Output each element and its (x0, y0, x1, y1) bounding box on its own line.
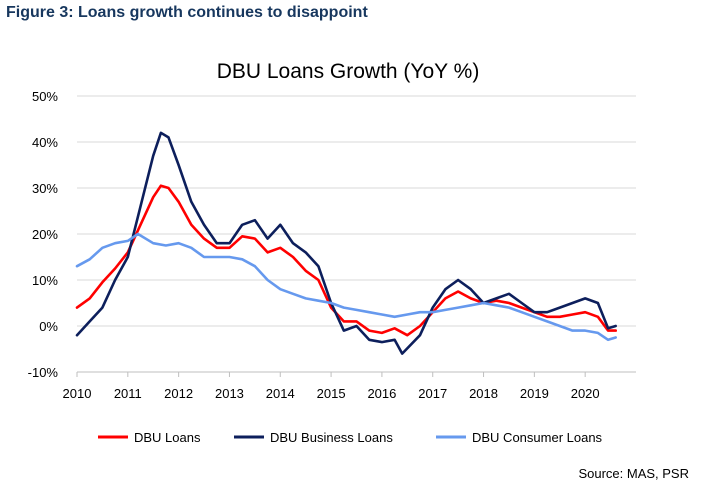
x-tick-label: 2011 (114, 386, 142, 401)
x-tick-label: 2015 (317, 386, 346, 401)
series-line (75, 131, 617, 355)
legend-label: DBU Loans (134, 430, 201, 445)
x-tick-label: 2020 (571, 386, 600, 401)
x-axis-labels: 2010 2011 2012 2013 2014 2015 2016 2017 2018 2019… (63, 386, 600, 401)
y-tick-label: 40% (32, 135, 58, 150)
x-tick-label: 2019 (520, 386, 549, 401)
y-tick-label: 20% (32, 227, 58, 242)
x-axis (76, 371, 636, 377)
legend-label: DBU Consumer Loans (472, 430, 603, 445)
legend: DBU Loans DBU Business Loans DBU Consumer … (98, 430, 603, 445)
y-tick-label: 30% (32, 181, 58, 196)
x-tick-label: 2014 (266, 386, 295, 401)
y-tick-label: 0% (39, 319, 58, 334)
series-group (75, 131, 617, 355)
source-note: Source: MAS, PSR (578, 466, 689, 481)
legend-label: DBU Business Loans (270, 430, 393, 445)
x-tick-label: 2010 (63, 386, 92, 401)
y-tick-label: 10% (32, 273, 58, 288)
chart-title: DBU Loans Growth (YoY %) (217, 60, 480, 83)
x-tick-label: 2018 (469, 386, 498, 401)
x-tick-label: 2016 (367, 386, 396, 401)
y-tick-label: -10% (28, 365, 59, 380)
figure-title: Figure 3: Loans growth continues to disa… (6, 4, 368, 21)
y-axis-labels: 50% 40% 30% 20% 10% 0% -10% (28, 89, 59, 380)
x-tick-label: 2012 (164, 386, 193, 401)
y-tick-label: 50% (32, 89, 58, 104)
x-tick-label: 2013 (215, 386, 244, 401)
grid-lines (77, 95, 636, 327)
series-line (75, 232, 617, 342)
x-tick-label: 2017 (418, 386, 447, 401)
